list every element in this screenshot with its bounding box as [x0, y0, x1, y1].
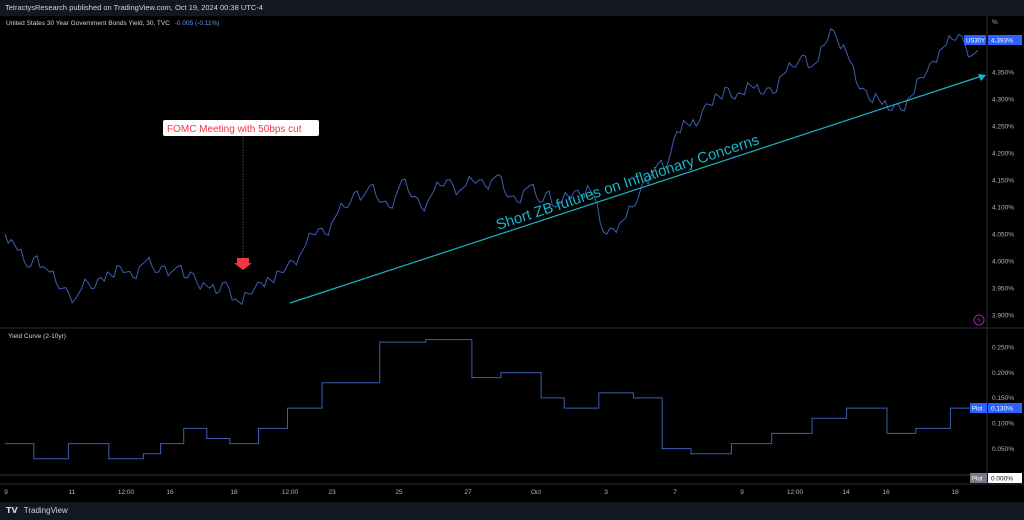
y-tick-label: 4.350% — [992, 69, 1014, 76]
svg-text:ϟ: ϟ — [977, 317, 982, 325]
x-tick-label: 7 — [673, 489, 677, 496]
plot-value-tag — [988, 403, 1022, 413]
x-tick-label: 27 — [464, 489, 472, 496]
x-axis[interactable]: 9 11 12:00 16 18 12:00 23 25 27 Oct 3 7 9 12:00 14 16 18 — [4, 489, 959, 496]
unit-label[interactable]: % — [992, 19, 998, 26]
zero-plot-label: Plot — [972, 477, 983, 483]
y-tick-label: 4.150% — [992, 177, 1014, 184]
trend-label[interactable]: Short ZB futures on Inflationary Concern… — [494, 131, 761, 233]
last-price-tag — [988, 35, 1022, 45]
main-pane-title: United States 30 Year Government Bonds Y… — [6, 20, 219, 27]
x-tick-label: 14 — [842, 489, 850, 496]
x-tick-label: 11 — [69, 489, 76, 496]
y-tick-label: 4.200% — [992, 150, 1014, 157]
y-tick-label: 4.300% — [992, 96, 1014, 103]
x-tick-label: 12:00 — [787, 489, 804, 496]
series-line-us30y — [4, 27, 979, 306]
plot-tag-label: Plot — [972, 407, 983, 413]
y-tick-label: 4.050% — [992, 231, 1014, 238]
y-tick-label: 3.950% — [992, 286, 1014, 293]
indicator-pane-title: Yield Curve (2-10yr) — [8, 333, 66, 340]
main-y-axis[interactable]: 4.350% 4.300% 4.250% 4.200% 4.150% 4.100% 4.05… — [992, 69, 1014, 319]
indicator-tick-label: 0.200% — [992, 370, 1014, 377]
indicator-tick-label: 0.250% — [992, 345, 1014, 352]
indicator-y-axis[interactable]: 0.250% 0.200% 0.150% 0.100% 0.050% — [992, 345, 1014, 453]
symbol-tag — [964, 35, 986, 45]
x-tick-label: 16 — [882, 489, 890, 496]
last-price-value: 4.393% — [991, 38, 1013, 45]
x-tick-label: 12:00 — [282, 489, 299, 496]
y-tick-label: 4.100% — [992, 204, 1014, 211]
publish-header: TetractysResearch published on TradingVi… — [0, 0, 1024, 16]
x-tick-label: 9 — [740, 489, 744, 496]
x-tick-label: 23 — [328, 489, 336, 496]
trend-line[interactable] — [289, 75, 983, 304]
x-tick-label: 25 — [395, 489, 403, 496]
lightning-icon[interactable] — [973, 314, 985, 326]
publish-info: TetractysResearch published on TradingVi… — [5, 3, 263, 12]
x-tick-label: 3 — [604, 489, 608, 496]
indicator-tick-label: 0.150% — [992, 395, 1014, 402]
tradingview-logo-icon: 𝗧𝗩 — [6, 506, 18, 515]
x-tick-label: 9 — [4, 489, 8, 496]
callout-box[interactable] — [163, 120, 319, 136]
trend-arrowhead — [978, 74, 986, 81]
plot-tag — [970, 403, 987, 413]
x-tick-label: 16 — [166, 489, 174, 496]
indicator-tick-label: 0.100% — [992, 421, 1014, 428]
x-tick-label: 18 — [230, 489, 238, 496]
zero-value: 0.000% — [991, 476, 1013, 483]
indicator-tick-label: 0.050% — [992, 446, 1014, 453]
plot-value: 0.130% — [991, 406, 1013, 413]
main-pane-change: -0.005 (-0.11%) — [175, 20, 220, 27]
zero-plot-tag — [970, 473, 987, 483]
y-tick-label: 4.250% — [992, 123, 1014, 130]
zero-value-tag — [988, 473, 1022, 483]
symbol-tag-label: US30Y — [966, 39, 985, 45]
footer: 𝗧𝗩 TradingView — [0, 502, 1024, 520]
down-arrow-icon — [234, 258, 252, 270]
footer-brand: TradingView — [23, 506, 68, 515]
x-tick-label: 18 — [951, 489, 959, 496]
x-tick-label: Oct — [531, 489, 541, 496]
y-tick-label: 4.000% — [992, 259, 1014, 266]
y-tick-label: 3.900% — [992, 313, 1014, 320]
x-tick-label: 12:00 — [118, 489, 135, 496]
callout-label: FOMC Meeting with 50bps cut — [167, 124, 302, 135]
series-line-yield-curve — [5, 339, 985, 460]
